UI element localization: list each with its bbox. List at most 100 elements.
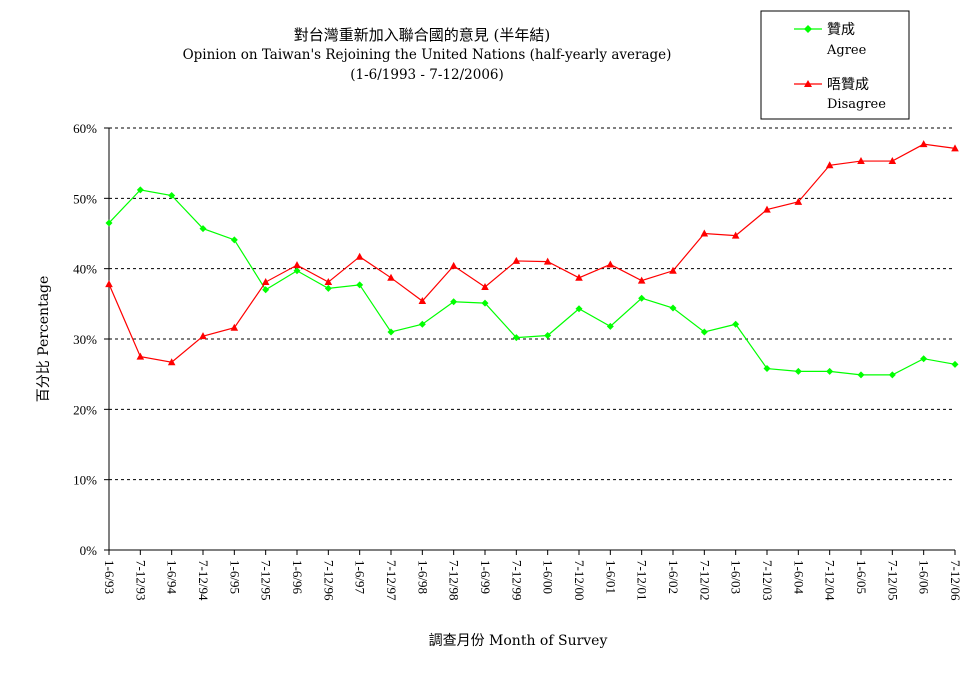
data-point: [418, 320, 426, 328]
x-tick-label: 1-6/96: [290, 560, 305, 594]
data-point: [387, 328, 395, 336]
data-point: [356, 281, 364, 289]
data-point: [168, 192, 176, 200]
x-tick-label: 7-12/93: [133, 560, 148, 600]
legend-disagree-label-en: Disagree: [827, 97, 886, 112]
series-disagree: [105, 140, 959, 366]
data-point: [575, 305, 583, 313]
x-tick-label: 1-6/06: [917, 560, 932, 594]
x-tick-label: 7-12/06: [948, 560, 963, 601]
chart-title: 對台灣重新加入聯合國的意見 (半年結): [294, 26, 550, 44]
data-point: [544, 331, 552, 339]
x-tick-label: 7-12/01: [635, 560, 650, 600]
legend-disagree-marker: [804, 80, 812, 87]
chart-period: (1-6/1993 - 7-12/2006): [350, 67, 504, 83]
y-tick-label: 10%: [73, 473, 97, 488]
data-point: [606, 322, 614, 330]
data-point: [481, 299, 489, 307]
x-tick-label: 1-6/99: [478, 560, 493, 594]
data-point: [763, 205, 771, 213]
y-tick-label: 0%: [80, 543, 98, 558]
x-tick-label: 7-12/05: [885, 560, 900, 600]
x-tick-label: 1-6/00: [541, 560, 556, 594]
x-tick-label: 1-6/03: [729, 560, 744, 594]
x-tick-label: 7-12/94: [196, 560, 211, 601]
y-axis-title: 百分比 Percentage: [36, 276, 52, 403]
x-tick-label: 7-12/98: [447, 560, 462, 600]
data-point: [731, 231, 740, 239]
data-point: [136, 352, 145, 360]
x-tick-label: 1-6/02: [666, 560, 681, 594]
x-tick-label: 1-6/97: [353, 560, 368, 594]
legend-agree-label-en: Agree: [826, 43, 867, 58]
data-point: [262, 286, 270, 294]
data-point: [700, 229, 709, 237]
data-point: [105, 280, 113, 288]
data-point: [919, 140, 928, 148]
data-point: [543, 257, 552, 265]
y-tick-labels: 0% 10% 20% 30% 40% 50% 60%: [73, 121, 97, 558]
data-point: [387, 273, 395, 281]
data-point: [418, 297, 427, 305]
legend-box: [760, 10, 910, 120]
data-point: [669, 304, 677, 312]
data-point: [669, 266, 677, 274]
x-tick-label: 1-6/93: [102, 560, 117, 594]
data-point: [199, 225, 207, 233]
x-tick-label: 7-12/97: [384, 560, 399, 601]
x-tick-label: 7-12/04: [823, 560, 838, 601]
legend: 贊成 Agree 唔贊成 Disagree: [760, 10, 910, 120]
data-point: [512, 256, 521, 264]
data-point: [763, 365, 771, 373]
data-point: [324, 278, 333, 286]
data-point: [293, 267, 301, 275]
series-line: [108, 143, 956, 363]
x-tick-label: 1-6/01: [603, 560, 618, 594]
data-point: [637, 276, 646, 284]
data-point: [355, 252, 364, 260]
x-tick-label: 1-6/94: [165, 560, 180, 594]
series-line: [108, 189, 956, 376]
data-point: [293, 261, 301, 269]
data-point: [826, 367, 834, 375]
legend-agree-marker: [804, 25, 812, 33]
data-point: [136, 186, 144, 194]
chart-subtitle: Opinion on Taiwan's Rejoining the United…: [183, 47, 672, 63]
legend-agree-label: 贊成: [827, 22, 855, 38]
x-tick-label: 1-6/95: [227, 560, 242, 594]
axes: [104, 127, 956, 555]
legend-disagree-label: 唔贊成: [827, 77, 869, 93]
data-point: [794, 197, 803, 205]
x-tick-label: 7-12/02: [697, 560, 712, 600]
x-tick-label: 7-12/03: [760, 560, 775, 600]
x-tick-label: 7-12/00: [572, 560, 587, 600]
x-tick-label: 7-12/96: [321, 560, 336, 601]
data-point: [449, 261, 458, 269]
data-point: [888, 157, 897, 165]
data-point: [261, 278, 270, 286]
y-tick-label: 40%: [73, 262, 97, 277]
series: [105, 140, 959, 379]
data-point: [199, 332, 207, 340]
x-tick-labels: 1-6/93 7-12/93 1-6/94 7-12/94 1-6/95 7-12/95 1…: [102, 560, 963, 601]
x-tick-label: 7-12/95: [259, 560, 274, 600]
data-point: [230, 323, 239, 331]
x-tick-label: 7-12/99: [509, 560, 524, 600]
data-point: [857, 157, 865, 165]
data-point: [450, 298, 458, 306]
data-point: [732, 320, 740, 328]
data-point: [575, 273, 583, 281]
gridlines: [109, 127, 955, 481]
data-point: [167, 358, 176, 366]
data-point: [920, 355, 928, 363]
data-point: [951, 144, 959, 152]
x-tick-label: 1-6/98: [415, 560, 430, 594]
y-tick-label: 20%: [73, 402, 97, 417]
data-point: [481, 282, 489, 290]
y-tick-label: 30%: [73, 332, 97, 347]
data-point: [825, 161, 834, 169]
x-tick-label: 1-6/04: [791, 560, 806, 594]
data-point: [324, 284, 332, 292]
y-tick-label: 60%: [73, 121, 97, 136]
